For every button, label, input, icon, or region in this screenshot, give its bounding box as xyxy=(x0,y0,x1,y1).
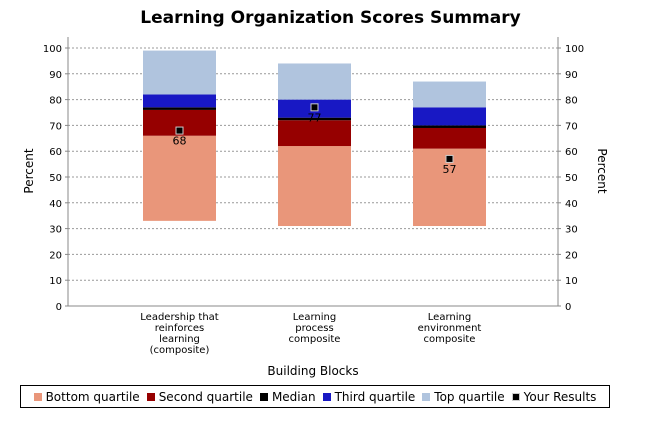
legend-swatch xyxy=(422,392,431,401)
legend-item: Second quartile xyxy=(146,389,253,404)
legend-label: Median xyxy=(271,389,316,404)
bar-segment-top-quartile xyxy=(278,63,351,100)
y-tick-label: 80 xyxy=(49,96,62,107)
legend-item: Third quartile xyxy=(322,389,416,404)
bar-segment-second-quartile xyxy=(278,120,351,147)
x-tick-label: learning xyxy=(159,334,200,345)
legend-swatch xyxy=(322,392,331,401)
y-tick-label-right: 100 xyxy=(565,44,584,55)
y-tick-label-right: 30 xyxy=(565,225,578,236)
your-result-label: 57 xyxy=(443,163,457,176)
y-tick-label: 40 xyxy=(49,199,62,210)
y-axis-label: Percent xyxy=(22,148,36,193)
y-tick-label-right: 90 xyxy=(565,70,578,81)
y-tick-label-right: 60 xyxy=(565,147,578,158)
your-result-marker xyxy=(310,103,319,112)
x-tick-label: Learning xyxy=(428,312,471,323)
y-tick-label-right: 80 xyxy=(565,96,578,107)
legend-label: Second quartile xyxy=(158,389,253,404)
legend-label: Top quartile xyxy=(434,389,505,404)
y-tick-label: 100 xyxy=(43,44,62,55)
legend-swatch xyxy=(33,392,42,401)
bar-segment-third-quartile xyxy=(413,107,486,126)
x-tick-label: composite xyxy=(289,334,341,345)
bar-segment-top-quartile xyxy=(143,50,216,95)
your-result-label: 77 xyxy=(308,111,322,124)
y-tick-label-right: 0 xyxy=(565,302,571,313)
legend-swatch xyxy=(511,392,520,401)
x-tick-label: environment xyxy=(418,323,482,334)
bar-segment-third-quartile xyxy=(143,94,216,108)
y-tick-label: 0 xyxy=(56,302,62,313)
y-tick-label-right: 40 xyxy=(565,199,578,210)
legend-label: Third quartile xyxy=(334,389,416,404)
your-result-label: 68 xyxy=(173,135,187,148)
x-tick-label: (composite) xyxy=(150,345,210,356)
y-tick-label-right: 10 xyxy=(565,276,578,287)
bar-segment-median xyxy=(413,125,486,128)
bar-segment-median xyxy=(278,117,351,121)
y-tick-label: 30 xyxy=(49,225,62,236)
chart-title: Learning Organization Scores Summary xyxy=(140,8,521,28)
x-axis-label: Building Blocks xyxy=(267,364,358,378)
y-tick-label-right: 70 xyxy=(565,121,578,132)
x-tick-label: process xyxy=(295,323,333,334)
your-result-marker xyxy=(445,154,454,163)
y-tick-label: 50 xyxy=(49,173,62,184)
bar-segment-second-quartile xyxy=(413,127,486,149)
bar-segment-bottom-quartile xyxy=(278,146,351,227)
y-tick-label-right: 50 xyxy=(565,173,578,184)
y-tick-label: 70 xyxy=(49,121,62,132)
x-tick-label: Leadership that xyxy=(140,312,219,323)
x-tick-label: Learning xyxy=(293,312,336,323)
bar-segment-top-quartile xyxy=(413,81,486,108)
legend-swatch xyxy=(259,392,268,401)
legend-item: Median xyxy=(259,389,316,404)
legend: Bottom quartile Second quartile Median Thir… xyxy=(20,385,610,408)
x-tick-label: reinforces xyxy=(155,323,205,334)
your-result-marker xyxy=(175,126,184,135)
bar-segment-median xyxy=(143,107,216,110)
legend-label: Your Results xyxy=(523,389,597,404)
y-tick-label: 90 xyxy=(49,70,62,81)
legend-item: Bottom quartile xyxy=(33,389,140,404)
y-axis-label-right: Percent xyxy=(595,148,609,193)
y-tick-label: 60 xyxy=(49,147,62,158)
y-tick-label-right: 20 xyxy=(565,250,578,261)
legend-label: Bottom quartile xyxy=(45,389,140,404)
bar-segment-bottom-quartile xyxy=(143,135,216,221)
y-tick-label: 10 xyxy=(49,276,62,287)
legend-swatch xyxy=(146,392,155,401)
x-tick-label: composite xyxy=(424,334,476,345)
legend-item: Top quartile xyxy=(422,389,505,404)
y-tick-label: 20 xyxy=(49,250,62,261)
legend-item: Your Results xyxy=(511,389,597,404)
